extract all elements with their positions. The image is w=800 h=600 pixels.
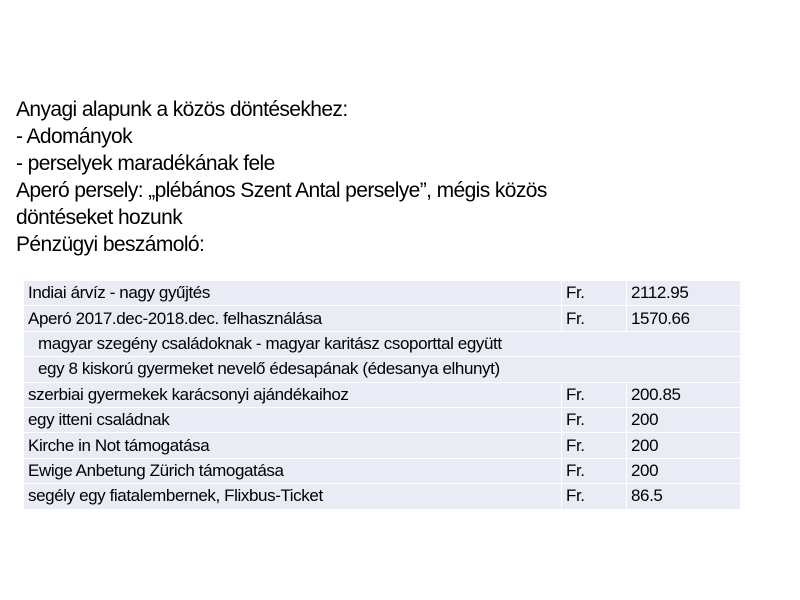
item-cell: segély egy fiatalembernek, Flixbus-Ticke…	[23, 483, 562, 510]
item-cell: szerbiai gyermekek karácsonyi ajándékaih…	[23, 381, 562, 408]
item-cell: egy 8 kiskorú gyermeket nevelő édesapána…	[23, 356, 741, 383]
intro-line: - perselyek maradékának fele	[16, 152, 275, 175]
table-row: Aperó 2017.dec-2018.dec. felhasználása F…	[23, 305, 741, 332]
table-row: segély egy fiatalembernek, Flixbus-Ticke…	[23, 483, 741, 510]
amount-cell: 200	[626, 457, 741, 485]
item-cell: Aperó 2017.dec-2018.dec. felhasználása	[23, 305, 562, 332]
table-row: Ewige Anbetung Zürich támogatása Fr. 200	[23, 457, 741, 485]
financial-report-table: Indiai árvíz - nagy gyűjtés Fr. 2112.95 …	[23, 279, 741, 510]
table-row: egy itteni családnak Fr. 200	[23, 406, 741, 434]
table-row: magyar szegény családoknak - magyar kari…	[23, 330, 741, 358]
table-row: Indiai árvíz - nagy gyűjtés Fr. 2112.95	[23, 279, 741, 307]
amount-cell: 200	[626, 406, 741, 434]
item-cell: Ewige Anbetung Zürich támogatása	[23, 457, 562, 485]
intro-line: - Adományok	[16, 125, 133, 148]
currency-cell: Fr.	[561, 381, 627, 408]
table-row: szerbiai gyermekek karácsonyi ajándékaih…	[23, 381, 741, 408]
table-row: egy 8 kiskorú gyermeket nevelő édesapána…	[23, 356, 741, 383]
item-cell: Indiai árvíz - nagy gyűjtés	[23, 279, 562, 307]
item-cell: Kirche in Not támogatása	[23, 432, 562, 459]
intro-line: Anyagi alapunk a közös döntésekhez:	[16, 98, 348, 121]
currency-cell: Fr.	[561, 483, 627, 510]
amount-cell: 2112.95	[626, 279, 741, 307]
currency-cell: Fr.	[561, 279, 627, 307]
amount-cell: 200	[626, 432, 741, 459]
currency-cell: Fr.	[561, 305, 627, 332]
currency-cell: Fr.	[561, 406, 627, 434]
currency-cell: Fr.	[561, 457, 627, 485]
item-cell: egy itteni családnak	[23, 406, 562, 434]
intro-line: Pénzügyi beszámoló:	[16, 233, 205, 256]
amount-cell: 200.85	[626, 381, 741, 408]
item-cell: magyar szegény családoknak - magyar kari…	[23, 330, 741, 358]
amount-cell: 86.5	[626, 483, 741, 510]
intro-text: Anyagi alapunk a közös döntésekhez: - Ad…	[16, 96, 547, 258]
table-row: Kirche in Not támogatása Fr. 200	[23, 432, 741, 459]
amount-cell: 1570.66	[626, 305, 741, 332]
intro-line: Aperó persely: „plébános Szent Antal per…	[16, 179, 547, 202]
intro-line: döntéseket hozunk	[16, 206, 183, 229]
currency-cell: Fr.	[561, 432, 627, 459]
